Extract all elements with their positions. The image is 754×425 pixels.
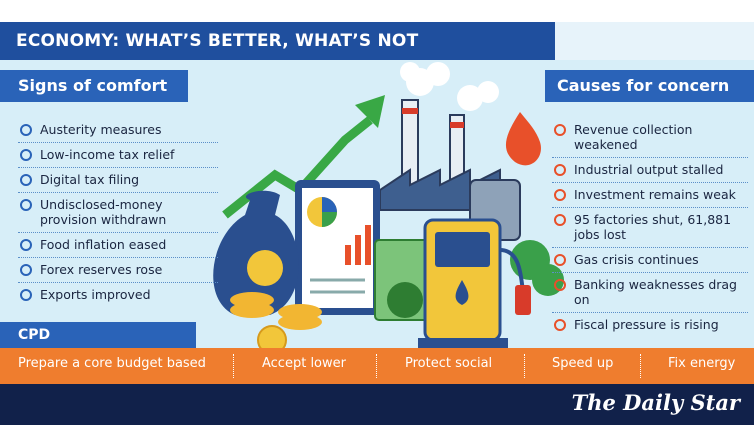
recommendation: Accept lower: [262, 356, 346, 371]
recommendations-heading: CPD recommendations: [0, 322, 196, 369]
comfort-list: Austerity measures Low-income tax relief D…: [18, 118, 218, 307]
concern-item: Banking weaknesses drag on: [552, 273, 748, 313]
comfort-item: Exports improved: [18, 283, 218, 307]
recommendation: Prepare a core budget based: [18, 356, 206, 371]
concern-item: Fiscal pressure is rising: [552, 313, 748, 337]
logo: The Daily Star: [571, 390, 740, 415]
separator: [524, 354, 525, 378]
title: ECONOMY: WHAT’S BETTER, WHAT’S NOT: [16, 31, 419, 51]
separator: [233, 354, 234, 378]
concern-heading: Causes for concern: [545, 70, 754, 102]
concern-item: Revenue collection weakened: [552, 118, 748, 158]
concern-item: Industrial output stalled: [552, 158, 748, 183]
comfort-item: Austerity measures: [18, 118, 218, 143]
concern-list: Revenue collection weakened Industrial ou…: [552, 118, 748, 337]
comfort-item: Undisclosed-money provision withdrawn: [18, 193, 218, 233]
recommendation: Speed up: [552, 356, 614, 371]
recommendation: Fix energy: [668, 356, 736, 371]
concern-item: Gas crisis continues: [552, 248, 748, 273]
title-bar: [0, 22, 555, 60]
recommendation: Protect social: [405, 356, 493, 371]
concern-item: 95 factories shut, 61,881 jobs lost: [552, 208, 748, 248]
comfort-heading: Signs of comfort: [0, 70, 188, 102]
concern-item: Investment remains weak: [552, 183, 748, 208]
footer: [0, 384, 754, 425]
comfort-item: Low-income tax relief: [18, 143, 218, 168]
recommendations-strip: [0, 348, 754, 384]
comfort-item: Food inflation eased: [18, 233, 218, 258]
separator: [376, 354, 377, 378]
comfort-item: Digital tax filing: [18, 168, 218, 193]
separator: [640, 354, 641, 378]
comfort-item: Forex reserves rose: [18, 258, 218, 283]
